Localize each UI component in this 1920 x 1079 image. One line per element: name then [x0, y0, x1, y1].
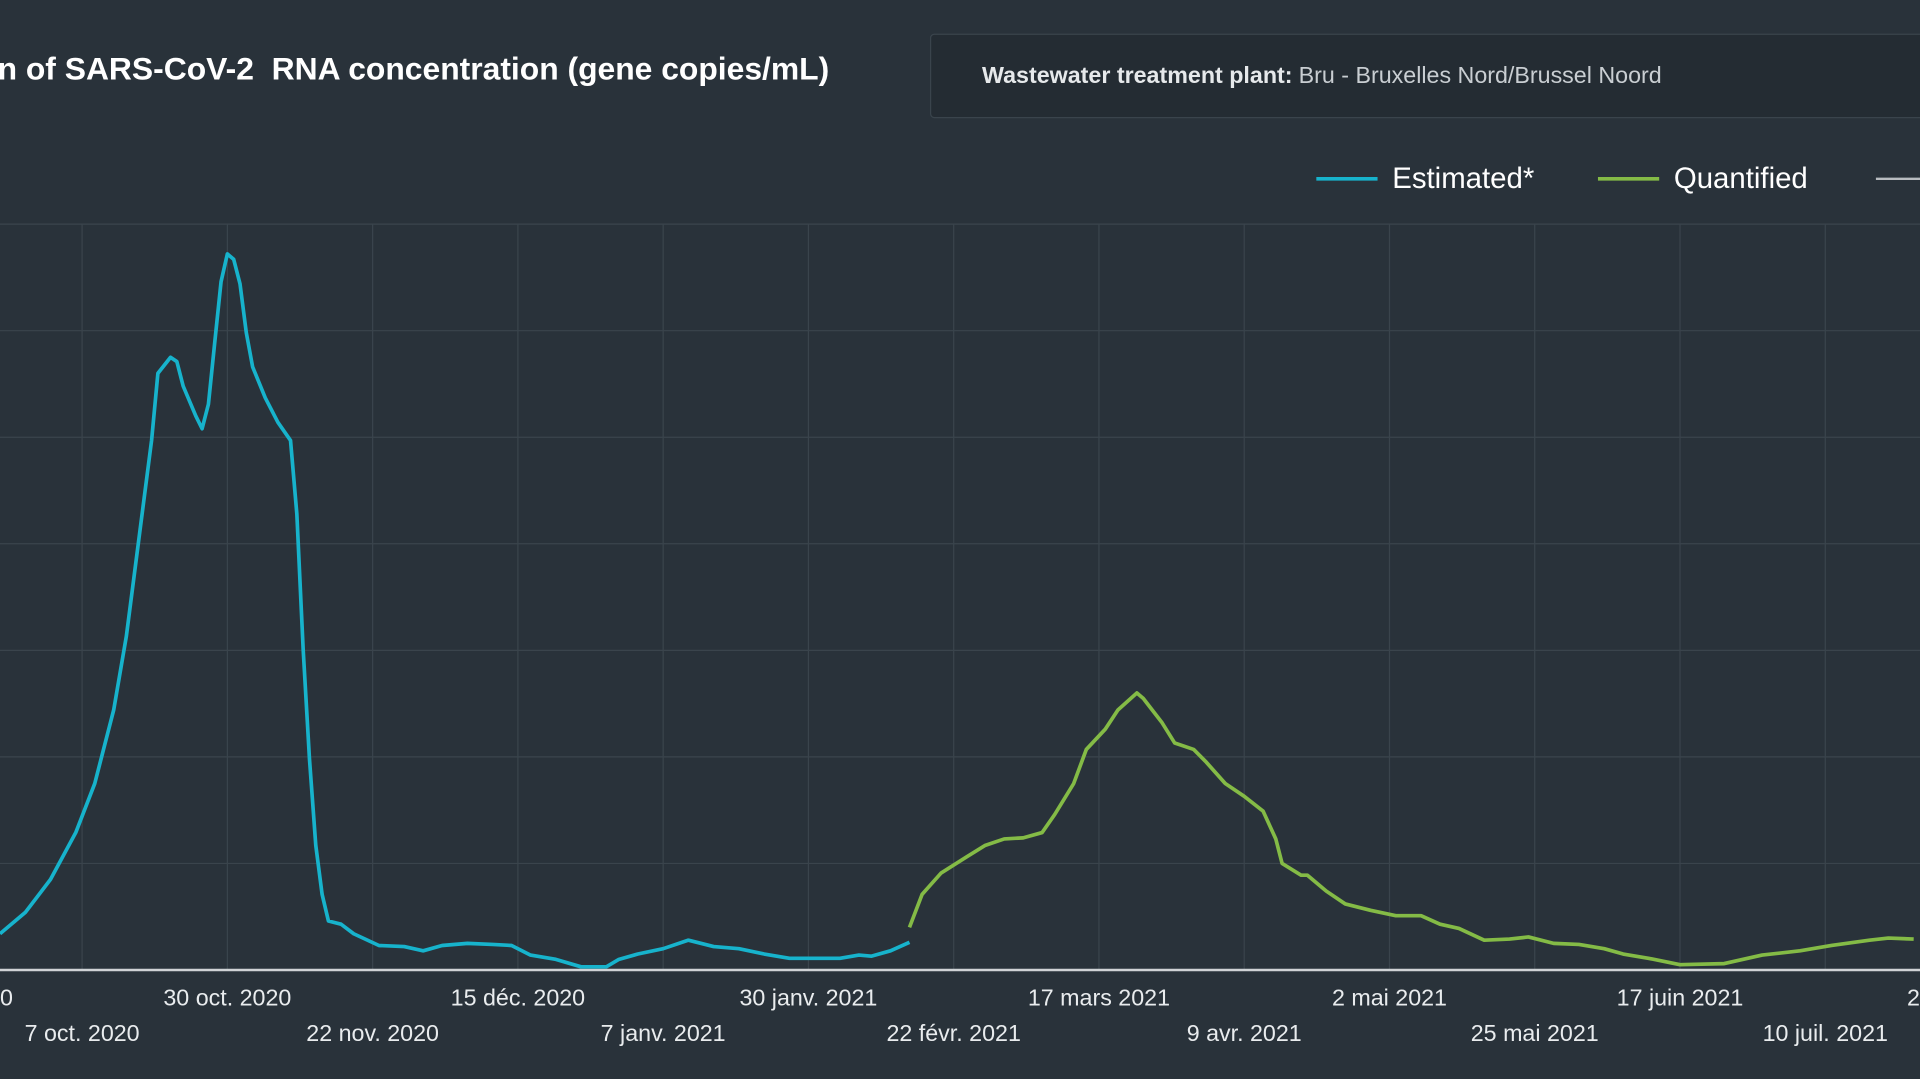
- x-tick-label: 7 janv. 2021: [601, 1020, 726, 1046]
- x-tick-label: 25 mai 2021: [1471, 1020, 1599, 1046]
- x-tick-label: 10 juil. 2021: [1763, 1020, 1888, 1046]
- x-tick-label: 22 févr. 2021: [886, 1020, 1020, 1046]
- x-tick-label: 30 janv. 2021: [739, 985, 877, 1011]
- horizontal-grid: [0, 223, 1920, 865]
- info-label: Wastewater treatment plant:: [982, 62, 1292, 88]
- x-tick-label: 15 déc. 2020: [451, 985, 586, 1011]
- x-tick-label: 2 mai 2021: [1332, 985, 1447, 1011]
- series-line: [907, 691, 1914, 967]
- info-text: Wastewater treatment plant: Bru - Bruxell…: [982, 62, 1662, 88]
- x-tick-label: 0: [0, 985, 13, 1011]
- x-tick-label: 30 oct. 2020: [163, 985, 291, 1011]
- x-tick-label: 2: [1907, 985, 1920, 1011]
- x-tick-label: 7 oct. 2020: [25, 1020, 140, 1046]
- info-box: [930, 33, 1920, 119]
- info-value: Bru - Bruxelles Nord/Brussel Noord: [1299, 62, 1662, 88]
- x-tick-label: 9 avr. 2021: [1187, 1020, 1302, 1046]
- legend-label: Quantified: [1674, 162, 1808, 195]
- x-tick-label: 17 juin 2021: [1617, 985, 1744, 1011]
- chart-title: n of SARS-CoV-2 RNA concentration (gene …: [0, 50, 829, 86]
- x-tick-label: 22 nov. 2020: [306, 1020, 439, 1046]
- legend-label: Estimated*: [1392, 162, 1534, 195]
- x-tick-label: 17 mars 2021: [1028, 985, 1170, 1011]
- series-line: [0, 252, 911, 969]
